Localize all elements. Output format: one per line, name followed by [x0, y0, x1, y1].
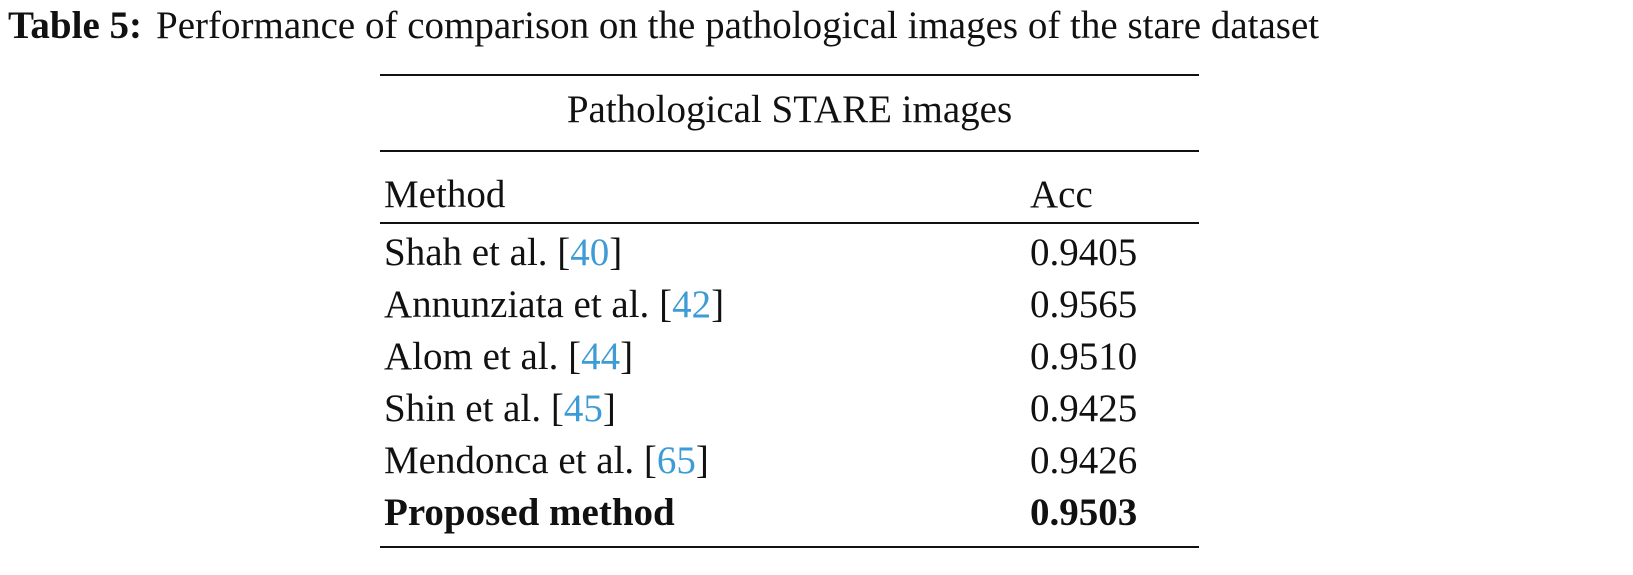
citation: 42	[672, 283, 712, 326]
group-header: Pathological STARE images	[566, 88, 1013, 131]
bracket: ]	[609, 231, 623, 274]
method-name: Proposed method	[384, 491, 675, 534]
bracket: [	[568, 335, 582, 378]
method-name: Annunziata et al.	[384, 283, 650, 326]
method-name: Shah et al.	[384, 231, 548, 274]
method-name: Alom et al.	[384, 335, 559, 378]
method-name: Shin et al.	[384, 387, 542, 430]
method-cell: Annunziata et al. [42]	[384, 285, 724, 324]
citation: 45	[563, 387, 603, 430]
method-cell: Shah et al. [40]	[384, 233, 622, 272]
bracket: ]	[711, 283, 725, 326]
caption-text: Performance of comparison on the patholo…	[156, 4, 1320, 47]
citation: 40	[570, 231, 610, 274]
acc-cell: 0.9503	[1030, 491, 1138, 534]
header-rule	[380, 222, 1199, 224]
method-cell: Shin et al. [45]	[384, 389, 616, 428]
method-cell: Alom et al. [44]	[384, 337, 633, 376]
bottom-rule	[380, 546, 1199, 548]
caption-label: Table 5:	[8, 4, 143, 47]
citation: 65	[656, 439, 696, 482]
mid-rule	[380, 150, 1199, 152]
bracket: [	[659, 283, 673, 326]
column-header: Acc	[1030, 173, 1093, 216]
top-rule	[380, 74, 1199, 76]
bracket: [	[550, 387, 564, 430]
acc-cell: 0.9405	[1030, 231, 1138, 274]
caption: Table 5: Performance of comparison on the…	[8, 6, 1319, 45]
column-header: Method	[384, 173, 506, 216]
method-cell: Mendonca et al. [65]	[384, 441, 709, 480]
bracket: [	[643, 439, 657, 482]
acc-cell: 0.9565	[1030, 283, 1138, 326]
bracket: [	[557, 231, 571, 274]
method-name: Mendonca et al.	[384, 439, 635, 482]
bracket: ]	[620, 335, 634, 378]
acc-cell: 0.9426	[1030, 439, 1138, 482]
bracket: ]	[602, 387, 616, 430]
acc-cell: 0.9425	[1030, 387, 1138, 430]
citation: 44	[581, 335, 621, 378]
acc-cell: 0.9510	[1030, 335, 1138, 378]
method-cell: Proposed method	[384, 493, 675, 532]
bracket: ]	[695, 439, 709, 482]
